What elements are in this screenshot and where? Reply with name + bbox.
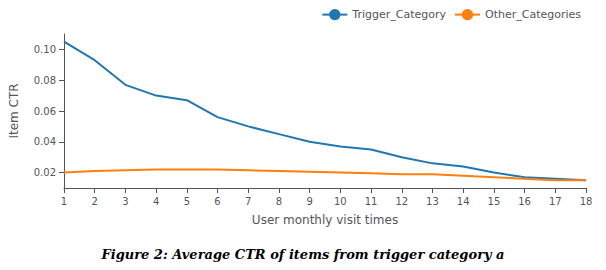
- svg-text:15: 15: [488, 196, 501, 207]
- svg-text:0.10: 0.10: [34, 44, 56, 55]
- svg-text:3: 3: [122, 196, 128, 207]
- svg-text:18: 18: [580, 196, 593, 207]
- svg-text:9: 9: [306, 196, 312, 207]
- svg-text:0.02: 0.02: [34, 167, 56, 178]
- svg-text:8: 8: [276, 196, 282, 207]
- svg-text:0.04: 0.04: [34, 136, 56, 147]
- svg-text:2: 2: [92, 196, 98, 207]
- svg-text:5: 5: [184, 196, 190, 207]
- svg-text:16: 16: [518, 196, 531, 207]
- svg-text:10: 10: [334, 196, 347, 207]
- svg-text:0.06: 0.06: [34, 106, 56, 117]
- svg-text:Trigger_Category: Trigger_Category: [351, 8, 446, 21]
- svg-text:Figure 2: Average CTR of items: Figure 2: Average CTR of items from trig…: [101, 247, 505, 262]
- svg-text:4: 4: [153, 196, 159, 207]
- svg-text:17: 17: [549, 196, 562, 207]
- svg-text:7: 7: [245, 196, 251, 207]
- svg-text:12: 12: [395, 196, 408, 207]
- svg-text:13: 13: [426, 196, 439, 207]
- svg-text:Item CTR: Item CTR: [7, 83, 21, 138]
- svg-text:0.08: 0.08: [34, 75, 56, 86]
- svg-text:1: 1: [61, 196, 67, 207]
- svg-text:11: 11: [365, 196, 378, 207]
- svg-text:Other_Categories: Other_Categories: [485, 8, 581, 21]
- svg-text:User monthly visit times: User monthly visit times: [252, 213, 398, 227]
- svg-text:14: 14: [457, 196, 470, 207]
- svg-text:6: 6: [214, 196, 220, 207]
